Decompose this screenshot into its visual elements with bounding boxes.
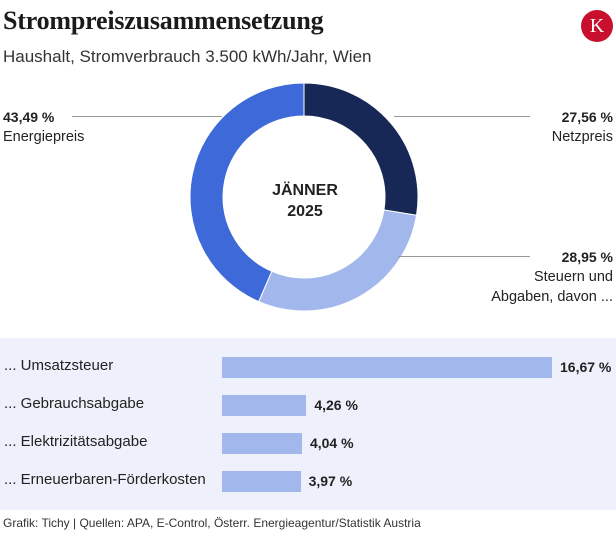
breakdown-bar — [222, 357, 552, 378]
source-footer: Grafik: Tichy | Quellen: APA, E-Control,… — [3, 516, 421, 530]
breakdown-row: ... Elektrizitätsabgabe 4,04 % — [0, 424, 616, 462]
netzpreis-label: Netzpreis — [551, 129, 613, 145]
center-month: JÄNNER — [272, 182, 338, 199]
center-year: 2025 — [287, 203, 323, 220]
steuern-label-line1: Steuern und — [533, 269, 613, 285]
breakdown-label: ... Umsatzsteuer — [4, 357, 114, 374]
breakdown-label: ... Erneuerbaren-Förderkosten — [4, 471, 206, 488]
steuern-label-line2: Abgaben, davon ... — [491, 289, 613, 305]
netzpreis-leader-line — [394, 116, 530, 117]
breakdown-bar — [222, 471, 301, 492]
netzpreis-value: 27,56 % — [561, 109, 613, 125]
energiepreis-slice — [189, 82, 305, 303]
breakdown-label: ... Gebrauchsabgabe — [4, 395, 145, 412]
chart-subtitle: Haushalt, Stromverbrauch 3.500 kWh/Jahr,… — [3, 47, 372, 66]
breakdown-row: ... Gebrauchsabgabe 4,26 % — [0, 386, 616, 424]
breakdown-bar — [222, 433, 302, 454]
energiepreis-leader-line — [72, 116, 222, 117]
steuern-leader-line — [398, 256, 530, 257]
breakdown-value: 4,26 % — [314, 397, 358, 413]
tax-breakdown-panel: ... Umsatzsteuer 16,67 % ... Gebrauchsab… — [0, 338, 616, 510]
breakdown-bar — [222, 395, 307, 416]
energiepreis-value: 43,49 % — [3, 109, 55, 125]
breakdown-row: ... Erneuerbaren-Förderkosten 3,97 % — [0, 462, 616, 500]
breakdown-value: 3,97 % — [308, 473, 353, 489]
publisher-logo: K — [581, 10, 613, 42]
chart-title: Strompreiszusammensetzung — [3, 6, 324, 35]
donut-center-label: JÄNNER 2025 — [250, 180, 360, 222]
energiepreis-label: Energiepreis — [3, 129, 85, 145]
breakdown-label: ... Elektrizitätsabgabe — [4, 433, 148, 450]
steuern-slice — [258, 209, 418, 312]
breakdown-value: 16,67 % — [560, 359, 612, 375]
breakdown-value: 4,04 % — [309, 435, 354, 451]
steuern-value: 28,95 % — [561, 249, 613, 265]
breakdown-row: ... Umsatzsteuer 16,67 % — [0, 348, 616, 386]
donut-chart — [189, 82, 419, 312]
